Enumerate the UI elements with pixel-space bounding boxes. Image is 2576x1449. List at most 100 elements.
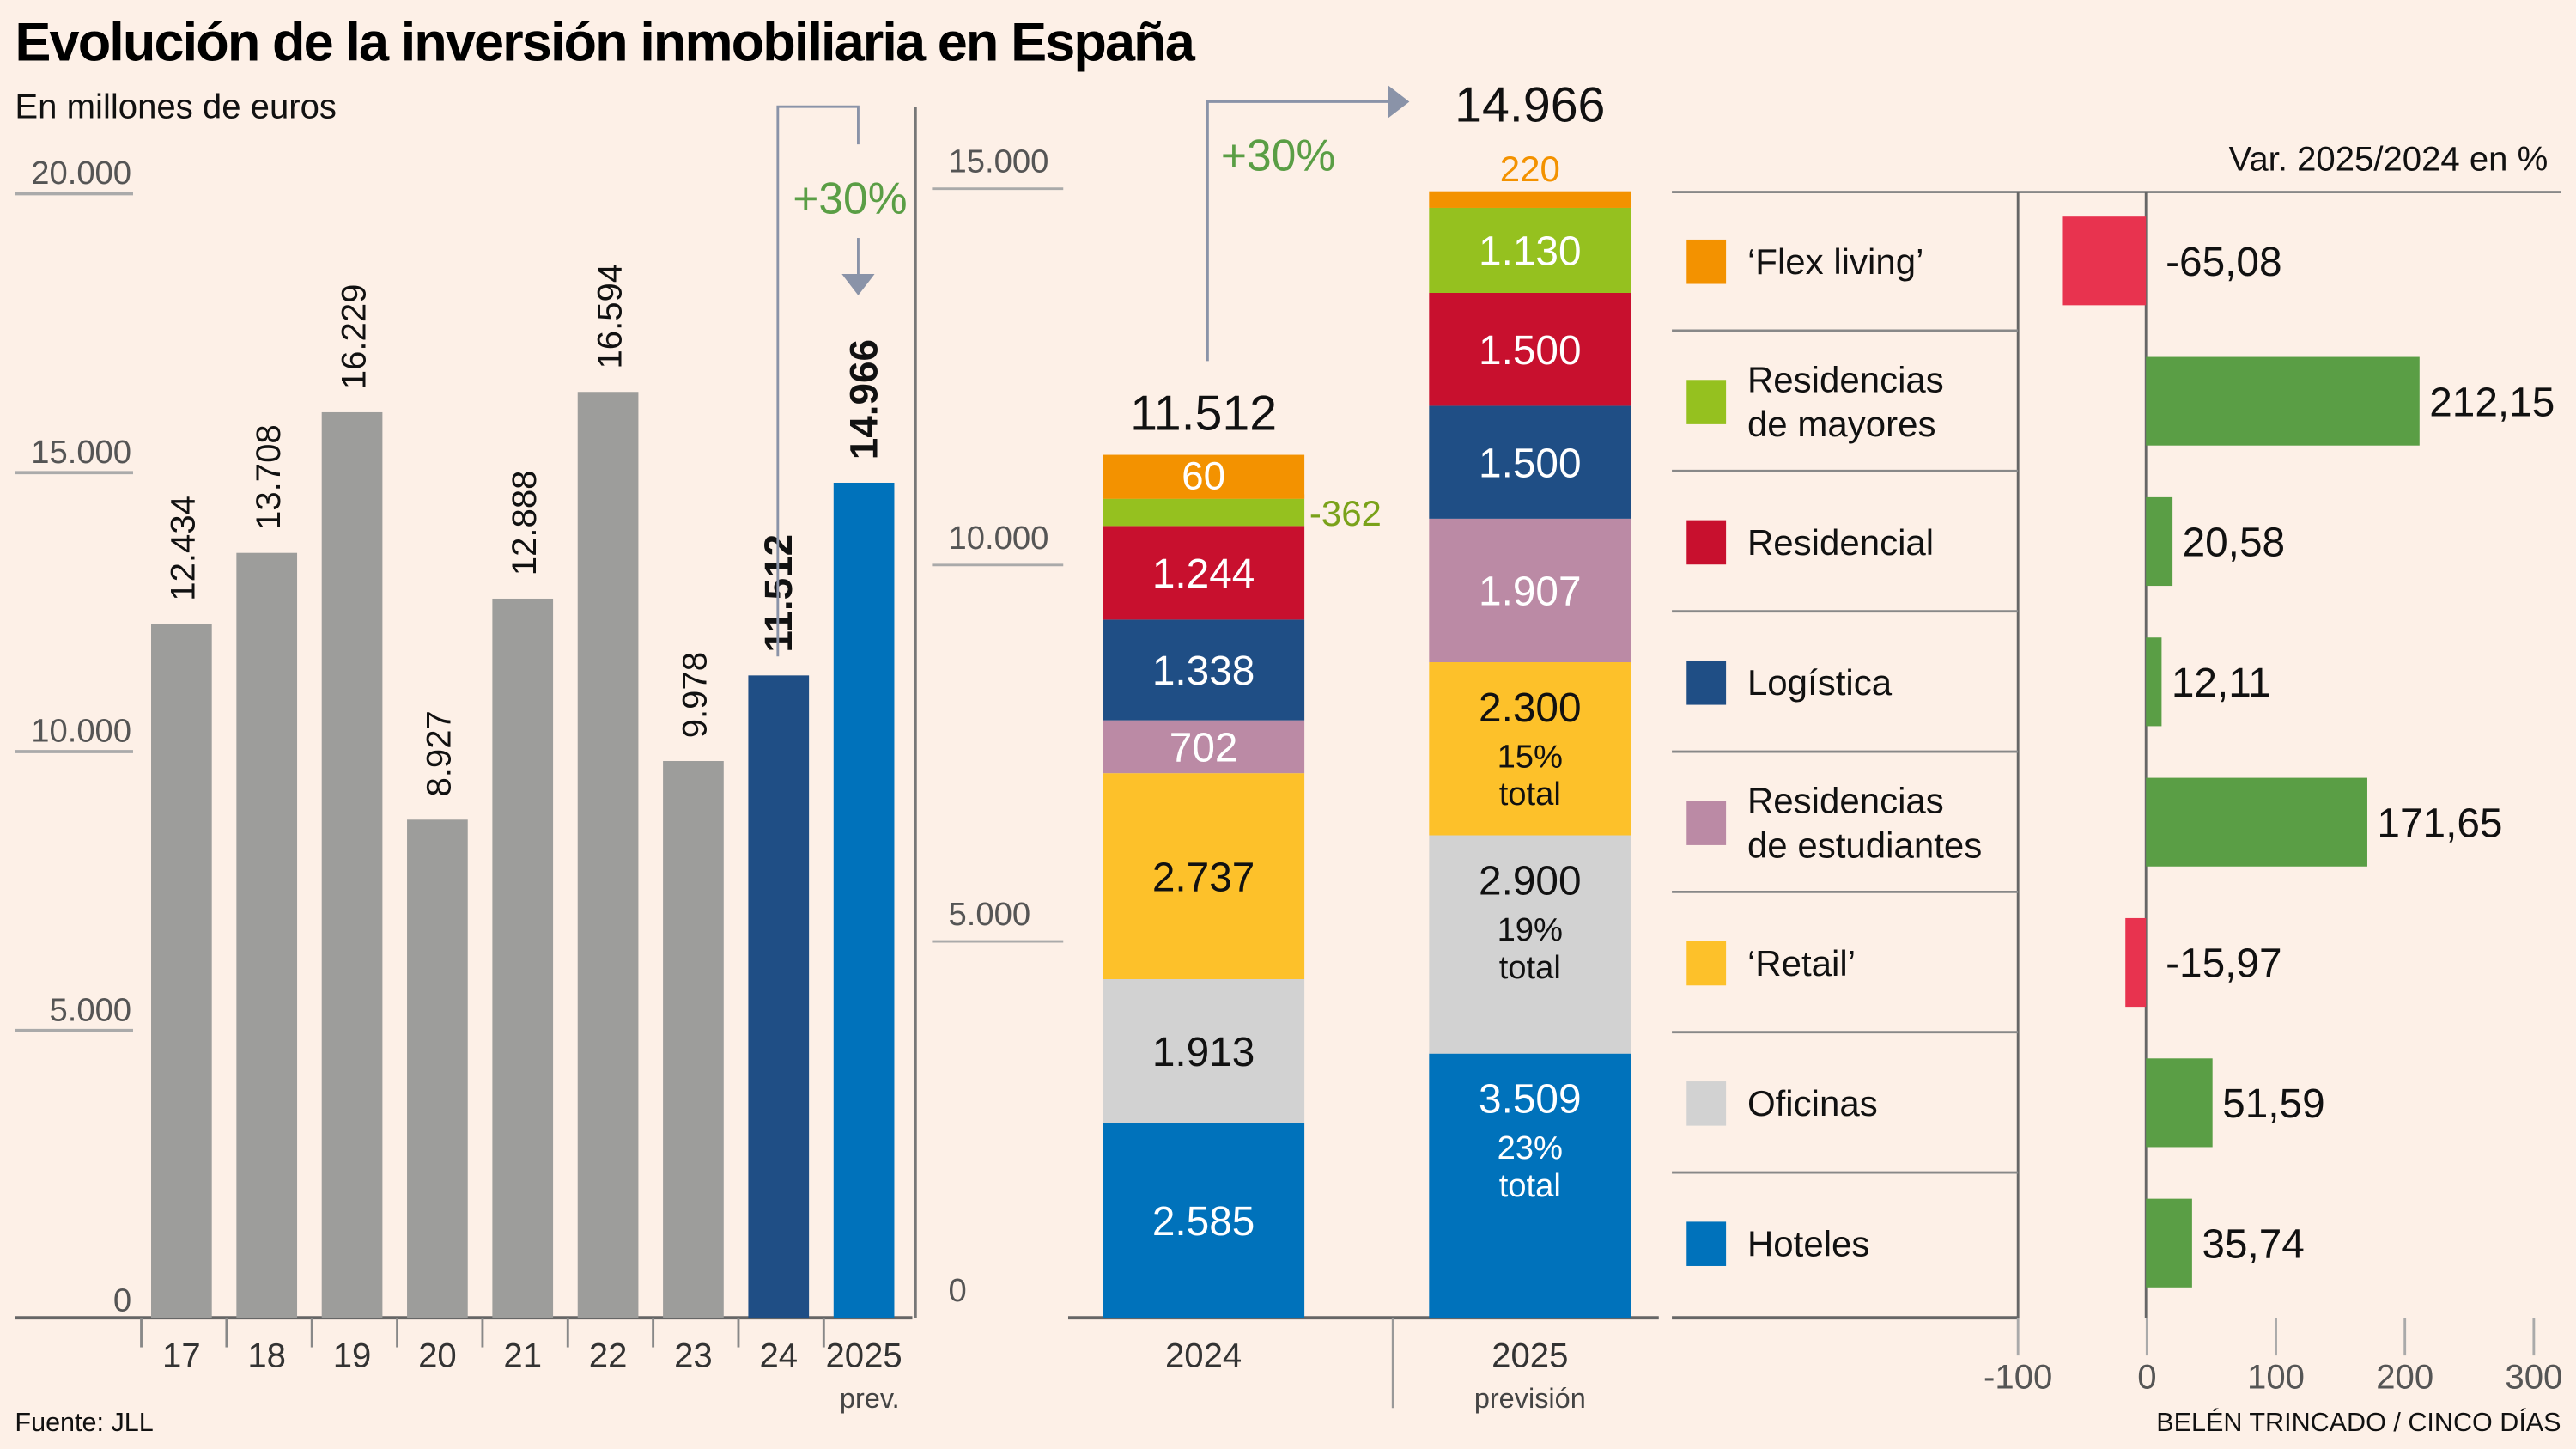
bar-value-label: 12.888 <box>505 471 544 576</box>
y-tick-label: 15.000 <box>949 143 1049 180</box>
segment-label: 1.338 <box>1152 648 1255 694</box>
growth-annotation: +30% <box>793 173 907 222</box>
variation-value-label: 12,11 <box>2172 661 2271 706</box>
total-label: 14.966 <box>1455 77 1605 132</box>
x-tick-label: 2025 <box>826 1336 902 1374</box>
bar-19 <box>321 411 383 1318</box>
variation-bar <box>2146 777 2367 867</box>
stacked-bar-chart: 0 5.000 10.000 15.000 2.585 1.913 2.737 702 1.33… <box>932 77 1659 1414</box>
bar-20 <box>407 819 468 1318</box>
y-tick-label: 20.000 <box>31 155 131 192</box>
segment-oficinas <box>1103 978 1305 1123</box>
variation-value-label: 20,58 <box>2183 521 2286 566</box>
legend-swatch <box>1686 660 1727 705</box>
legend-label: de estudiantes <box>1747 825 1982 865</box>
segment--retail- <box>1429 661 1631 836</box>
segment-logística <box>1103 619 1305 721</box>
segment-residencias-de-estudiantes <box>1103 720 1305 774</box>
x-tick-label: 200 <box>2376 1357 2433 1396</box>
legend-label: ‘Retail’ <box>1747 943 1856 983</box>
segment-residencial <box>1103 526 1305 620</box>
bar-21 <box>492 598 554 1318</box>
y-tick-label: 5.000 <box>949 896 1031 933</box>
variation-bar <box>2125 917 2147 1008</box>
x-tick-label: 300 <box>2505 1357 2562 1396</box>
segment-residencias-de-estudiantes <box>1429 518 1631 662</box>
annual-bar-chart: 0 5.000 10.000 15.000 20.000 12.434 17 13.708 18… <box>15 105 917 1414</box>
bar-17 <box>151 624 212 1318</box>
arrow-connector <box>776 105 860 657</box>
x-tick-label: 22 <box>589 1336 628 1374</box>
arrow-connector <box>1206 100 1388 362</box>
segment-label: 220 <box>1500 149 1560 189</box>
segment-hoteles <box>1103 1123 1305 1318</box>
bar-value-label: 16.594 <box>590 264 629 369</box>
variation-bar <box>2146 637 2162 727</box>
segment-share-note: 23% <box>1498 1129 1563 1166</box>
bar-23 <box>663 761 724 1318</box>
segment-share-note: 15% <box>1498 738 1563 775</box>
legend-swatch <box>1686 380 1727 424</box>
x-tick-label: 100 <box>2247 1357 2305 1396</box>
bar-2025 <box>833 482 895 1318</box>
segment-label: 2.900 <box>1479 858 1582 904</box>
panel-title: Var. 2025/2024 en % <box>2229 140 2549 179</box>
total-label: 11.512 <box>1130 387 1277 441</box>
chart-subtitle: En millones de euros <box>15 88 337 126</box>
x-tick-label: 21 <box>503 1336 542 1374</box>
segment-logística <box>1429 405 1631 519</box>
legend-label: Oficinas <box>1747 1083 1878 1123</box>
x-tick-sublabel: previsión <box>1474 1383 1586 1414</box>
legend-swatch <box>1686 801 1727 845</box>
legend-label: Hoteles <box>1747 1224 1869 1264</box>
segment-share-note: total <box>1499 776 1561 813</box>
variation-bar <box>2062 216 2147 306</box>
variation-value-label: 51,59 <box>2222 1081 2325 1127</box>
segment-label: 3.509 <box>1479 1076 1582 1122</box>
segment-label: 1.500 <box>1479 328 1582 374</box>
segment--retail- <box>1103 773 1305 979</box>
segment-share-note: total <box>1499 949 1561 986</box>
x-tick-label: 0 <box>2137 1357 2156 1396</box>
x-tick-label: 23 <box>674 1336 713 1374</box>
x-tick-sublabel: prev. <box>840 1383 900 1414</box>
segment-label: 2.300 <box>1479 685 1582 731</box>
bar-value-label: 13.708 <box>249 424 288 530</box>
credit: BELÉN TRINCADO / CINCO DÍAS <box>2156 1407 2561 1437</box>
x-tick-label: 20 <box>418 1336 457 1374</box>
chart-title: Evolución de la inversión inmobiliaria e… <box>15 13 1195 73</box>
segment-label: 2.585 <box>1152 1199 1255 1245</box>
bar-value-label: 16.229 <box>334 284 373 390</box>
legend-label: Logística <box>1747 662 1893 703</box>
segment-residencias-de-mayores <box>1103 498 1305 527</box>
x-tick-label: 17 <box>162 1336 201 1374</box>
x-tick-label: -100 <box>1984 1357 2052 1396</box>
variation-value-label: 35,74 <box>2202 1221 2305 1267</box>
y-tick-label: 0 <box>113 1282 131 1319</box>
segment-flex-living-label-bg <box>1103 454 1305 499</box>
segment--flex-living- <box>1429 191 1631 208</box>
legend-swatch <box>1686 941 1727 986</box>
x-tick-label: 2024 <box>1165 1336 1242 1374</box>
segment-residencias-de-mayores <box>1429 207 1631 293</box>
segment-label: 702 <box>1170 726 1238 771</box>
legend-label: ‘Flex living’ <box>1747 241 1923 282</box>
legend-swatch <box>1686 520 1727 565</box>
variation-bar <box>2146 1198 2192 1288</box>
segment-label: 60 <box>1182 454 1225 498</box>
segment-label: 2.737 <box>1152 855 1255 900</box>
legend-swatch <box>1686 1221 1727 1266</box>
variation-value-label: 171,65 <box>2377 801 2502 846</box>
legend-label: Residencial <box>1747 522 1934 563</box>
x-tick-label: 24 <box>759 1336 798 1374</box>
legend-swatch <box>1686 1081 1727 1126</box>
x-tick-label: 19 <box>333 1336 372 1374</box>
segment-share-note: total <box>1499 1167 1561 1204</box>
y-tick-label: 15.000 <box>31 434 131 471</box>
x-tick-label: 2025 <box>1492 1336 1568 1374</box>
variation-value-label: -15,97 <box>2166 941 2281 987</box>
bar-value-label: 9.978 <box>676 652 714 738</box>
bar-22 <box>577 392 639 1318</box>
source: Fuente: JLL <box>15 1408 153 1437</box>
